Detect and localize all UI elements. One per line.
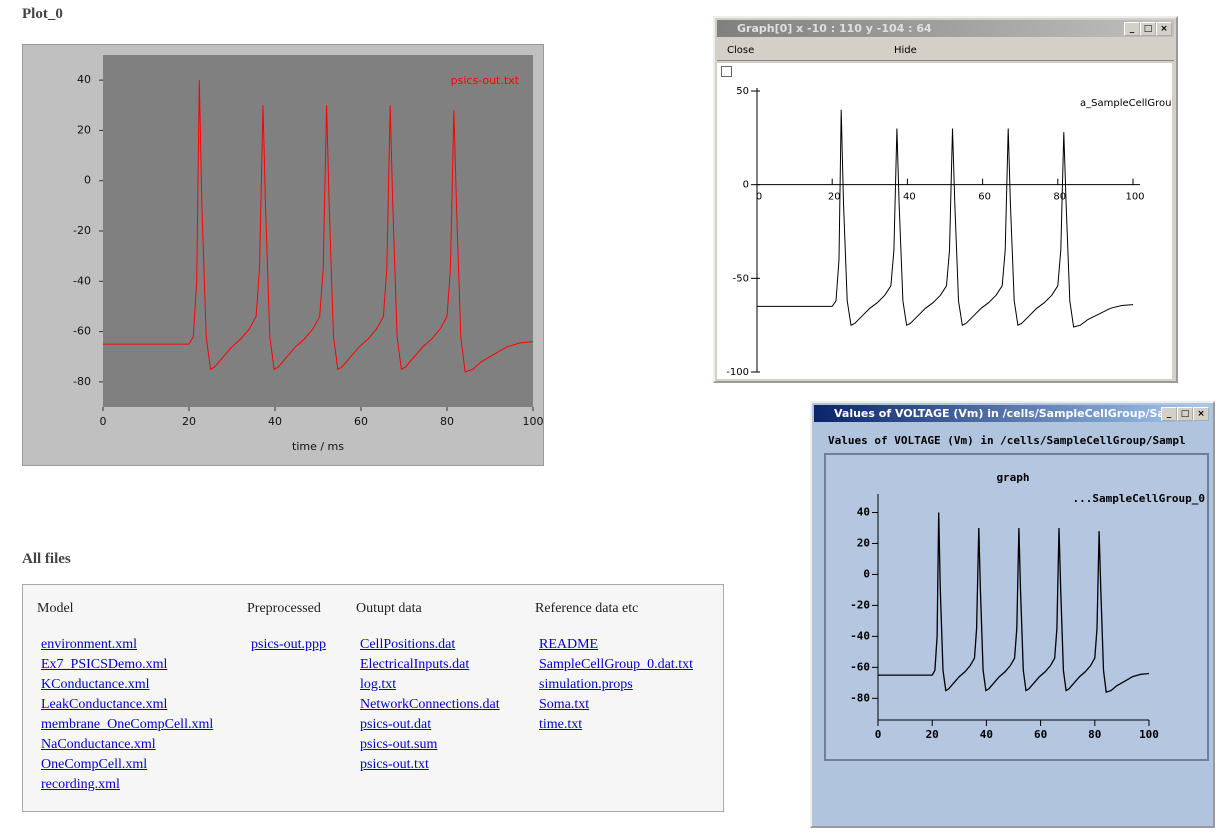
- graph-panel: [824, 453, 1209, 761]
- x-tick-label: 0: [100, 415, 107, 428]
- x-tick-label: 100: [1125, 192, 1144, 203]
- x-tick-label: 20: [926, 728, 939, 741]
- y-tick-label: -80: [73, 375, 91, 388]
- file-link[interactable]: ElectricalInputs.dat: [360, 657, 470, 672]
- file-link[interactable]: LeakConductance.xml: [41, 697, 168, 712]
- file-column: Outupt data CellPositions.dat ElectricalIn…: [356, 601, 500, 775]
- y-tick-label: 40: [857, 505, 870, 518]
- graph-canvas: [717, 63, 1172, 379]
- file-link[interactable]: psics-out.dat: [360, 717, 432, 732]
- y-tick-label: 20: [77, 123, 91, 136]
- plot-heading: Plot_0: [22, 6, 63, 22]
- x-tick-label: 60: [1034, 728, 1047, 741]
- file-link[interactable]: Ex7_PSICSDemo.xml: [41, 657, 168, 672]
- y-tick-label: -50: [733, 273, 749, 284]
- y-tick-label: -60: [850, 660, 870, 673]
- y-tick-label: 20: [857, 536, 870, 549]
- x-tick-label: 20: [828, 192, 841, 203]
- y-tick-label: -40: [73, 274, 91, 287]
- x-tick-label: 80: [1088, 728, 1101, 741]
- files-heading: All files: [22, 551, 71, 567]
- values-window: Values of VOLTAGE (Vm) in /cells/SampleC…: [810, 401, 1215, 828]
- x-tick-label: 20: [182, 415, 196, 428]
- minimize-button[interactable]: _: [1161, 407, 1177, 421]
- file-link[interactable]: KConductance.xml: [41, 677, 150, 692]
- close-button[interactable]: ×: [1156, 22, 1172, 36]
- file-link[interactable]: simulation.props: [539, 677, 633, 692]
- file-link[interactable]: log.txt: [360, 677, 397, 692]
- file-link[interactable]: psics-out.ppp: [251, 637, 327, 652]
- y-tick-label: -100: [726, 367, 749, 378]
- x-tick-label: 40: [268, 415, 282, 428]
- menu-button[interactable]: Close: [727, 45, 755, 56]
- file-link[interactable]: psics-out.sum: [360, 737, 438, 752]
- file-link[interactable]: environment.xml: [41, 637, 138, 652]
- window-title: Values of VOLTAGE (Vm) in /cells/SampleC…: [814, 405, 1211, 422]
- y-tick-label: 50: [736, 86, 749, 97]
- y-tick-label: 0: [743, 180, 749, 191]
- y-tick-label: 40: [77, 73, 91, 86]
- x-tick-label: 40: [980, 728, 993, 741]
- x-tick-label: 60: [354, 415, 368, 428]
- files-table: Model environment.xml Ex7_PSICSDemo.xml KCo…: [22, 584, 724, 812]
- x-axis-label: time / ms: [292, 440, 344, 453]
- legend-label: ...SampleCellGroup_0: [1073, 492, 1205, 505]
- checkbox[interactable]: [721, 66, 732, 77]
- trace: [757, 109, 1134, 328]
- file-column: Preprocessed psics-out.ppp: [247, 601, 326, 655]
- x-tick-label: 100: [523, 415, 544, 428]
- file-column: Reference data etc README SampleCellGroup_…: [535, 601, 693, 735]
- column-header: Reference data etc: [535, 601, 639, 616]
- trace: [103, 80, 534, 373]
- y-tick-label: 0: [863, 567, 870, 580]
- file-link[interactable]: psics-out.txt: [360, 757, 429, 772]
- file-link[interactable]: SampleCellGroup_0.dat.txt: [539, 657, 693, 672]
- file-link[interactable]: membrane_OneCompCell.xml: [41, 717, 214, 732]
- file-link[interactable]: time.txt: [539, 717, 583, 732]
- maximize-button[interactable]: □: [1140, 22, 1156, 36]
- column-header: Outupt data: [356, 601, 422, 616]
- y-tick-label: -20: [73, 224, 91, 237]
- chart-title: graph: [996, 471, 1029, 484]
- column-header: Preprocessed: [247, 601, 321, 616]
- x-tick-label: 80: [440, 415, 454, 428]
- x-tick-label: 100: [1139, 728, 1159, 741]
- y-tick-label: 0: [84, 174, 91, 187]
- x-tick-label: 60: [978, 192, 991, 203]
- file-link[interactable]: Soma.txt: [539, 697, 590, 712]
- file-link[interactable]: OneCompCell.xml: [41, 757, 148, 772]
- menu-button[interactable]: Hide: [894, 45, 917, 56]
- y-tick-label: -60: [73, 325, 91, 338]
- close-button[interactable]: ×: [1193, 407, 1209, 421]
- file-link[interactable]: README: [539, 637, 599, 652]
- legend-label: psics-out.txt: [451, 74, 520, 87]
- legend-label: a_SampleCellGrou: [1080, 98, 1171, 109]
- x-tick-label: 0: [875, 728, 882, 741]
- plot-area: [103, 55, 533, 407]
- values-header: Values of VOLTAGE (Vm) in /cells/SampleC…: [828, 434, 1186, 447]
- x-tick-label: 40: [903, 192, 916, 203]
- trace: [878, 512, 1150, 693]
- y-tick-label: -20: [850, 598, 870, 611]
- x-tick-label: 0: [756, 192, 762, 203]
- graph-window: Graph[0] x -10 : 110 y -104 : 64 _ □ × C…: [713, 16, 1178, 383]
- menu-bar: Close Hide: [717, 40, 1174, 61]
- column-header: Model: [37, 601, 74, 616]
- y-tick-label: -40: [850, 629, 870, 642]
- file-column: Model environment.xml Ex7_PSICSDemo.xml KCo…: [37, 601, 213, 795]
- y-tick-label: -80: [850, 691, 870, 704]
- file-link[interactable]: recording.xml: [41, 777, 120, 792]
- window-title: Graph[0] x -10 : 110 y -104 : 64: [717, 20, 1174, 37]
- minimize-button[interactable]: _: [1124, 22, 1140, 36]
- file-link[interactable]: CellPositions.dat: [360, 637, 456, 652]
- maximize-button[interactable]: □: [1177, 407, 1193, 421]
- file-link[interactable]: NaConductance.xml: [41, 737, 156, 752]
- file-link[interactable]: NetworkConnections.dat: [360, 697, 500, 712]
- x-tick-label: 80: [1053, 192, 1066, 203]
